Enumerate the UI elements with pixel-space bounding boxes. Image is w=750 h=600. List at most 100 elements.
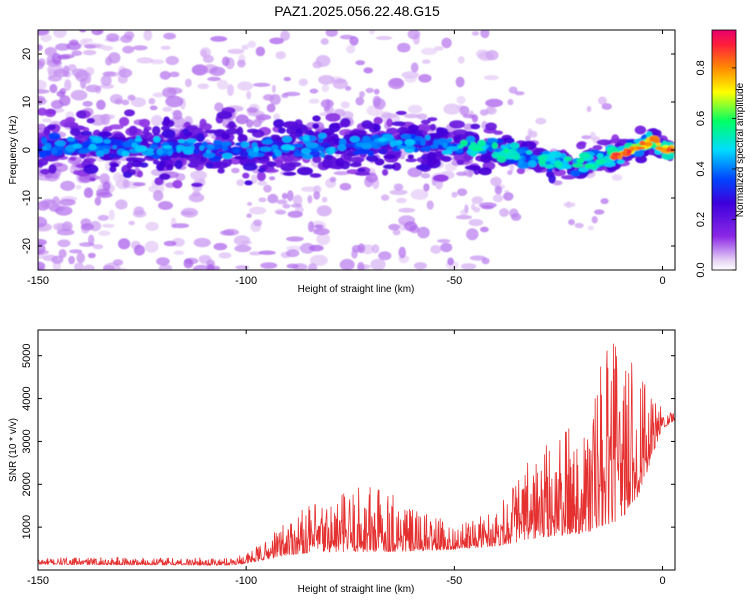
spectrogram-cell bbox=[237, 81, 254, 91]
spectrogram-cell bbox=[83, 164, 99, 175]
spectrogram-cell bbox=[153, 190, 164, 202]
spectrogram-cell bbox=[525, 150, 533, 155]
spectrogram-cell bbox=[290, 203, 303, 208]
spectrogram-cell bbox=[525, 135, 531, 142]
spectrogram-cell bbox=[257, 168, 266, 173]
spectrogram-cell bbox=[206, 144, 215, 150]
spectrogram-cell bbox=[76, 252, 85, 264]
spectrogram-cell bbox=[221, 56, 230, 67]
spectrogram-cell bbox=[528, 130, 538, 138]
spectrogram-cell bbox=[507, 98, 514, 106]
spectrogram-cell bbox=[199, 123, 213, 131]
spectrogram-cell bbox=[383, 154, 397, 160]
spectrogram-cell bbox=[370, 258, 386, 270]
spectrogram-cell bbox=[86, 117, 96, 124]
spectrogram-cell bbox=[72, 143, 83, 149]
spectrogram-cell bbox=[38, 44, 43, 52]
spectrogram-cell bbox=[625, 139, 636, 144]
spectrogram-cell bbox=[196, 132, 205, 143]
spectrogram-cell bbox=[174, 159, 183, 170]
spectrogram-cell bbox=[382, 169, 389, 176]
spectrogram-cell bbox=[165, 95, 184, 108]
colorbar-ticks: 0.0 0.2 0.4 0.6 0.8 bbox=[695, 60, 736, 278]
spectrogram-cell bbox=[216, 111, 233, 120]
snr-frame bbox=[37, 329, 676, 571]
spectrogram-cell bbox=[278, 127, 286, 134]
spectrogram-cell bbox=[162, 145, 173, 149]
spectrogram-cell bbox=[79, 30, 87, 33]
spectrogram-cell bbox=[473, 206, 481, 213]
spectrogram-cell bbox=[214, 102, 224, 112]
spectrogram-cell bbox=[397, 42, 411, 53]
spectrogram-cell bbox=[333, 171, 350, 176]
spectrogram-cell bbox=[173, 250, 185, 255]
spectrogram-cell bbox=[108, 209, 115, 221]
spectrogram-cell bbox=[191, 158, 203, 164]
spectrogram-cell bbox=[469, 255, 486, 261]
spectrogram-y-ticks: -20 -10 0 10 20 bbox=[21, 48, 675, 254]
spectrogram-cell bbox=[51, 172, 59, 179]
spectrogram-cell bbox=[382, 112, 397, 119]
spectrogram-cell bbox=[60, 180, 75, 191]
spectrogram-cell bbox=[355, 60, 366, 66]
spectrogram-cell bbox=[480, 30, 490, 39]
spectrogram-cell bbox=[99, 173, 110, 185]
spectrogram-cell bbox=[298, 78, 308, 87]
spectrogram-cell bbox=[217, 168, 225, 174]
spectrogram-cell bbox=[316, 233, 331, 246]
spectrogram-cell bbox=[256, 171, 266, 182]
spectrogram-cell bbox=[127, 139, 135, 144]
spectrogram-cell bbox=[38, 238, 47, 246]
spectrogram-cell bbox=[174, 135, 190, 141]
spectrogram-cell bbox=[199, 145, 205, 151]
spectrogram-cell bbox=[300, 242, 315, 254]
spectrogram-cell bbox=[237, 59, 246, 68]
spectrogram-cell bbox=[190, 170, 208, 181]
spectrogram-cell bbox=[354, 171, 371, 176]
spectrogram-cell bbox=[427, 117, 438, 122]
spectrogram-cell bbox=[404, 221, 418, 232]
spectrogram-cell bbox=[259, 146, 272, 152]
spectrogram-cell bbox=[192, 148, 200, 155]
spectrogram-cell bbox=[339, 138, 347, 146]
spectrogram-cell bbox=[455, 215, 473, 220]
spectrogram-cell bbox=[106, 33, 120, 42]
spectrogram-cell bbox=[79, 242, 95, 247]
spectrogram-cell bbox=[366, 155, 379, 162]
spectrogram-cell bbox=[275, 210, 287, 215]
spectrogram-cell bbox=[237, 134, 248, 144]
spectrogram-cell bbox=[103, 265, 115, 270]
spectrogram-cell bbox=[191, 64, 209, 76]
spectrogram-cell bbox=[368, 30, 375, 35]
spectrogram-cell bbox=[165, 55, 179, 66]
spectrogram-cell bbox=[610, 155, 618, 160]
spectrogram-cell bbox=[466, 228, 479, 241]
spectrogram-cell bbox=[71, 50, 83, 56]
spectrogram-cell bbox=[302, 134, 310, 141]
spectrogram-cell bbox=[50, 147, 58, 155]
spectrogram-cell bbox=[430, 245, 442, 254]
spectrogram-cell bbox=[83, 264, 95, 270]
spectrogram-cell bbox=[80, 130, 93, 136]
spectrogram-cell bbox=[508, 86, 518, 94]
spectrogram-cell bbox=[108, 124, 124, 130]
snr-y-tick-label: 5000 bbox=[21, 343, 33, 367]
spectrogram-cell bbox=[76, 110, 87, 119]
spectrogram-cell bbox=[456, 159, 465, 165]
spectrogram-cell bbox=[213, 242, 228, 251]
spectrogram-cell bbox=[516, 167, 526, 175]
spectrogram-cell bbox=[162, 106, 173, 112]
spectrogram-cell bbox=[424, 134, 431, 141]
snr-y-tick-label: 4000 bbox=[21, 386, 33, 410]
spectrogram-cell bbox=[512, 154, 521, 161]
spectrogram-cell bbox=[38, 89, 50, 94]
spectrogram-cell bbox=[171, 223, 190, 229]
spectrogram-cell bbox=[85, 84, 101, 93]
spectrogram-cell bbox=[78, 149, 90, 154]
spectrogram-cell bbox=[510, 142, 520, 150]
spectrogram-cell bbox=[112, 259, 124, 266]
spectrogram-cell bbox=[584, 163, 592, 168]
spectrogram-cell bbox=[407, 104, 423, 114]
spectrogram-cell bbox=[325, 113, 341, 122]
spectrogram-cell bbox=[371, 244, 380, 254]
